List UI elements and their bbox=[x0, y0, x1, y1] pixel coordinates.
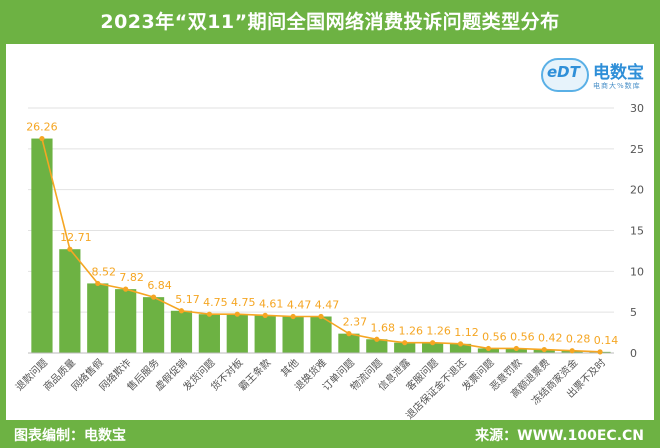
bar bbox=[87, 283, 109, 353]
y-tick-label: 30 bbox=[630, 102, 644, 115]
line-point bbox=[597, 349, 603, 355]
chart-panel: eDT 电数宝 电商大%数库 0 5 10 15 20 25 30 26.26 12.71 8.5… bbox=[6, 44, 654, 420]
line-point bbox=[206, 311, 212, 317]
footer-credit: 图表编制：电数宝 bbox=[14, 428, 126, 444]
data-label: 4.47 bbox=[287, 298, 312, 311]
bar bbox=[338, 333, 360, 353]
data-label: 26.26 bbox=[26, 121, 58, 134]
chart-title: 2023年“双11”期间全国网络消费投诉问题类型分布 bbox=[100, 11, 560, 33]
line-point bbox=[485, 345, 492, 352]
line-point bbox=[457, 341, 464, 347]
data-label: 0.42 bbox=[538, 332, 563, 345]
data-label: 4.75 bbox=[203, 296, 228, 309]
bar bbox=[394, 342, 416, 353]
y-tick-label: 10 bbox=[630, 265, 644, 278]
line-point bbox=[402, 340, 408, 346]
y-tick-label: 5 bbox=[630, 306, 637, 319]
line-point bbox=[67, 246, 73, 252]
x-tick-label: 其他 bbox=[278, 356, 301, 379]
line-point bbox=[262, 312, 268, 318]
data-label: 1.12 bbox=[454, 326, 479, 339]
bar bbox=[198, 314, 220, 353]
data-label: 1.26 bbox=[426, 325, 451, 338]
brand-logo: eDT 电数宝 电商大%数库 bbox=[541, 54, 646, 96]
y-tick-label: 0 bbox=[630, 347, 637, 360]
line-point bbox=[123, 286, 129, 292]
data-label: 4.75 bbox=[231, 296, 256, 309]
data-label: 1.68 bbox=[371, 321, 396, 334]
bar bbox=[142, 297, 165, 353]
line-point bbox=[318, 313, 324, 320]
footer: 图表编制：电数宝 来源：WWW.100EC.CN bbox=[0, 420, 660, 448]
line-point bbox=[95, 280, 101, 287]
line-point bbox=[234, 311, 240, 317]
data-label: 2.37 bbox=[343, 316, 368, 329]
bar bbox=[282, 316, 304, 353]
logo-subtitle: 电商大%数库 bbox=[593, 82, 641, 90]
footer-source: 来源：WWW.100EC.CN bbox=[475, 428, 644, 444]
line-point bbox=[39, 135, 45, 142]
line-point bbox=[346, 331, 352, 337]
data-label: 0.14 bbox=[594, 334, 619, 347]
data-label: 8.52 bbox=[92, 265, 117, 278]
bar bbox=[449, 343, 472, 353]
line-point bbox=[374, 336, 380, 342]
logo-name: 电数宝 bbox=[593, 63, 644, 83]
y-tick-label: 20 bbox=[630, 184, 644, 197]
y-tick-label: 15 bbox=[630, 225, 644, 238]
bar bbox=[31, 138, 53, 353]
bar bbox=[170, 310, 193, 353]
line-point bbox=[178, 308, 185, 314]
line-point bbox=[430, 340, 436, 346]
bar bbox=[254, 315, 276, 353]
line-point bbox=[569, 348, 575, 354]
data-label: 4.61 bbox=[259, 297, 284, 310]
cloud-icon bbox=[541, 58, 589, 92]
data-label: 5.17 bbox=[175, 293, 200, 306]
data-label: 4.47 bbox=[315, 298, 340, 311]
data-label: 0.56 bbox=[510, 330, 535, 343]
bar bbox=[59, 249, 81, 353]
data-label: 0.56 bbox=[482, 330, 507, 343]
line-point bbox=[290, 313, 296, 320]
bar bbox=[226, 314, 248, 353]
line-point bbox=[150, 294, 157, 300]
line-point bbox=[541, 346, 547, 353]
y-tick-label: 25 bbox=[630, 143, 644, 156]
data-label: 6.84 bbox=[147, 279, 172, 292]
data-label: 1.26 bbox=[398, 325, 423, 338]
bar bbox=[422, 342, 444, 353]
bar bbox=[115, 289, 137, 353]
line-point bbox=[513, 345, 519, 352]
data-label: 7.82 bbox=[119, 271, 144, 284]
data-label: 0.28 bbox=[566, 333, 591, 346]
data-label: 12.71 bbox=[60, 231, 92, 244]
bar bbox=[366, 339, 388, 353]
logo-mark: eDT bbox=[547, 63, 580, 81]
bar bbox=[310, 316, 332, 353]
